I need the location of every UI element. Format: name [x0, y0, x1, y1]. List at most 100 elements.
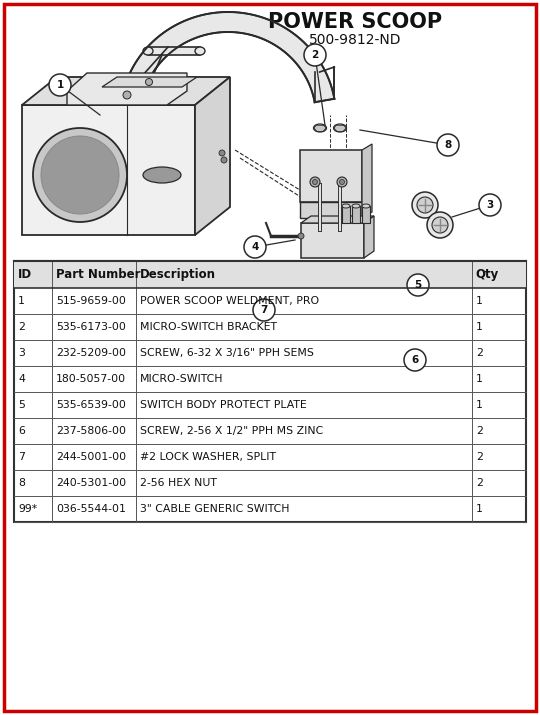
Text: 1: 1: [476, 296, 483, 306]
Text: 8: 8: [444, 140, 451, 150]
Polygon shape: [364, 216, 374, 258]
Polygon shape: [22, 105, 195, 235]
Ellipse shape: [143, 167, 181, 183]
Text: #2 LOCK WASHER, SPLIT: #2 LOCK WASHER, SPLIT: [140, 452, 276, 462]
Text: 500-9812-ND: 500-9812-ND: [309, 33, 401, 47]
Text: 2: 2: [476, 426, 483, 436]
Circle shape: [313, 179, 318, 184]
Circle shape: [336, 301, 344, 309]
Text: 7: 7: [260, 305, 268, 315]
Text: 3: 3: [18, 348, 25, 358]
Text: 237-5806-00: 237-5806-00: [56, 426, 126, 436]
Text: 036-5544-01: 036-5544-01: [56, 504, 126, 514]
Text: MICRO-SWITCH: MICRO-SWITCH: [140, 374, 224, 384]
Circle shape: [41, 136, 119, 214]
Ellipse shape: [334, 124, 347, 132]
Text: 8: 8: [18, 478, 25, 488]
Ellipse shape: [352, 204, 360, 208]
Circle shape: [219, 150, 225, 156]
Circle shape: [337, 177, 347, 187]
Polygon shape: [362, 144, 372, 218]
Circle shape: [316, 301, 324, 309]
Text: 2: 2: [18, 322, 25, 332]
Circle shape: [311, 296, 329, 314]
Text: 1: 1: [476, 400, 483, 410]
Circle shape: [310, 177, 320, 187]
FancyBboxPatch shape: [14, 261, 526, 522]
Text: 232-5209-00: 232-5209-00: [56, 348, 126, 358]
Polygon shape: [314, 365, 326, 375]
Text: 1: 1: [56, 80, 64, 90]
Text: 180-5057-00: 180-5057-00: [56, 374, 126, 384]
Circle shape: [340, 179, 345, 184]
Text: 1: 1: [476, 374, 483, 384]
Text: 3: 3: [487, 200, 494, 210]
Circle shape: [221, 157, 227, 163]
Circle shape: [417, 197, 433, 213]
Text: 5: 5: [414, 280, 422, 290]
Circle shape: [244, 236, 266, 258]
Text: Qty: Qty: [476, 268, 499, 281]
Text: POWER SCOOP: POWER SCOOP: [268, 12, 442, 32]
Text: 3" CABLE GENERIC SWITCH: 3" CABLE GENERIC SWITCH: [140, 504, 290, 514]
Polygon shape: [195, 77, 230, 235]
Circle shape: [298, 233, 304, 239]
Polygon shape: [362, 206, 370, 223]
Text: MICRO-SWITCH BRACKET: MICRO-SWITCH BRACKET: [140, 322, 278, 332]
Circle shape: [331, 296, 349, 314]
Text: 6: 6: [411, 355, 418, 365]
Text: 1: 1: [18, 296, 25, 306]
Text: SCREW, 2-56 X 1/2" PPH MS ZINC: SCREW, 2-56 X 1/2" PPH MS ZINC: [140, 426, 323, 436]
Polygon shape: [300, 275, 373, 285]
Text: 1: 1: [476, 322, 483, 332]
Circle shape: [253, 299, 275, 321]
Polygon shape: [300, 150, 362, 202]
Text: 2: 2: [476, 348, 483, 358]
Polygon shape: [67, 73, 187, 105]
Circle shape: [479, 194, 501, 216]
Circle shape: [427, 212, 453, 238]
Circle shape: [145, 79, 152, 86]
Text: 244-5001-00: 244-5001-00: [56, 452, 126, 462]
Polygon shape: [352, 206, 360, 223]
Text: Part Number: Part Number: [56, 268, 140, 281]
Polygon shape: [300, 202, 362, 218]
Polygon shape: [342, 206, 350, 223]
Text: 2: 2: [476, 478, 483, 488]
Text: Description: Description: [140, 268, 217, 281]
Polygon shape: [122, 12, 334, 102]
Text: POWER SCOOP WELDMENT, PRO: POWER SCOOP WELDMENT, PRO: [140, 296, 320, 306]
Text: 4: 4: [251, 242, 259, 252]
Text: 2: 2: [476, 452, 483, 462]
Ellipse shape: [342, 204, 350, 208]
Polygon shape: [334, 365, 346, 375]
Text: 1: 1: [476, 504, 483, 514]
Circle shape: [432, 217, 448, 233]
Text: SCREW, 6-32 X 3/16" PPH SEMS: SCREW, 6-32 X 3/16" PPH SEMS: [140, 348, 314, 358]
Text: 515-9659-00: 515-9659-00: [56, 296, 126, 306]
Circle shape: [49, 74, 71, 96]
Ellipse shape: [362, 204, 370, 208]
Text: 2-56 HEX NUT: 2-56 HEX NUT: [140, 478, 217, 488]
Ellipse shape: [195, 47, 205, 55]
Text: 2: 2: [312, 50, 319, 60]
Circle shape: [33, 128, 127, 222]
Polygon shape: [148, 47, 200, 55]
Text: 5: 5: [18, 400, 25, 410]
Ellipse shape: [314, 124, 327, 132]
Circle shape: [404, 349, 426, 371]
Circle shape: [304, 44, 326, 66]
Polygon shape: [301, 216, 374, 223]
Text: 6: 6: [18, 426, 25, 436]
Text: 4: 4: [18, 374, 25, 384]
FancyBboxPatch shape: [14, 261, 526, 288]
Circle shape: [123, 91, 131, 99]
Text: 535-6173-00: 535-6173-00: [56, 322, 126, 332]
Ellipse shape: [143, 47, 153, 55]
Text: SWITCH BODY PROTECT PLATE: SWITCH BODY PROTECT PLATE: [140, 400, 307, 410]
Text: 7: 7: [18, 452, 25, 462]
Circle shape: [412, 192, 438, 218]
Circle shape: [407, 274, 429, 296]
Text: 240-5301-00: 240-5301-00: [56, 478, 126, 488]
Text: 99*: 99*: [18, 504, 37, 514]
